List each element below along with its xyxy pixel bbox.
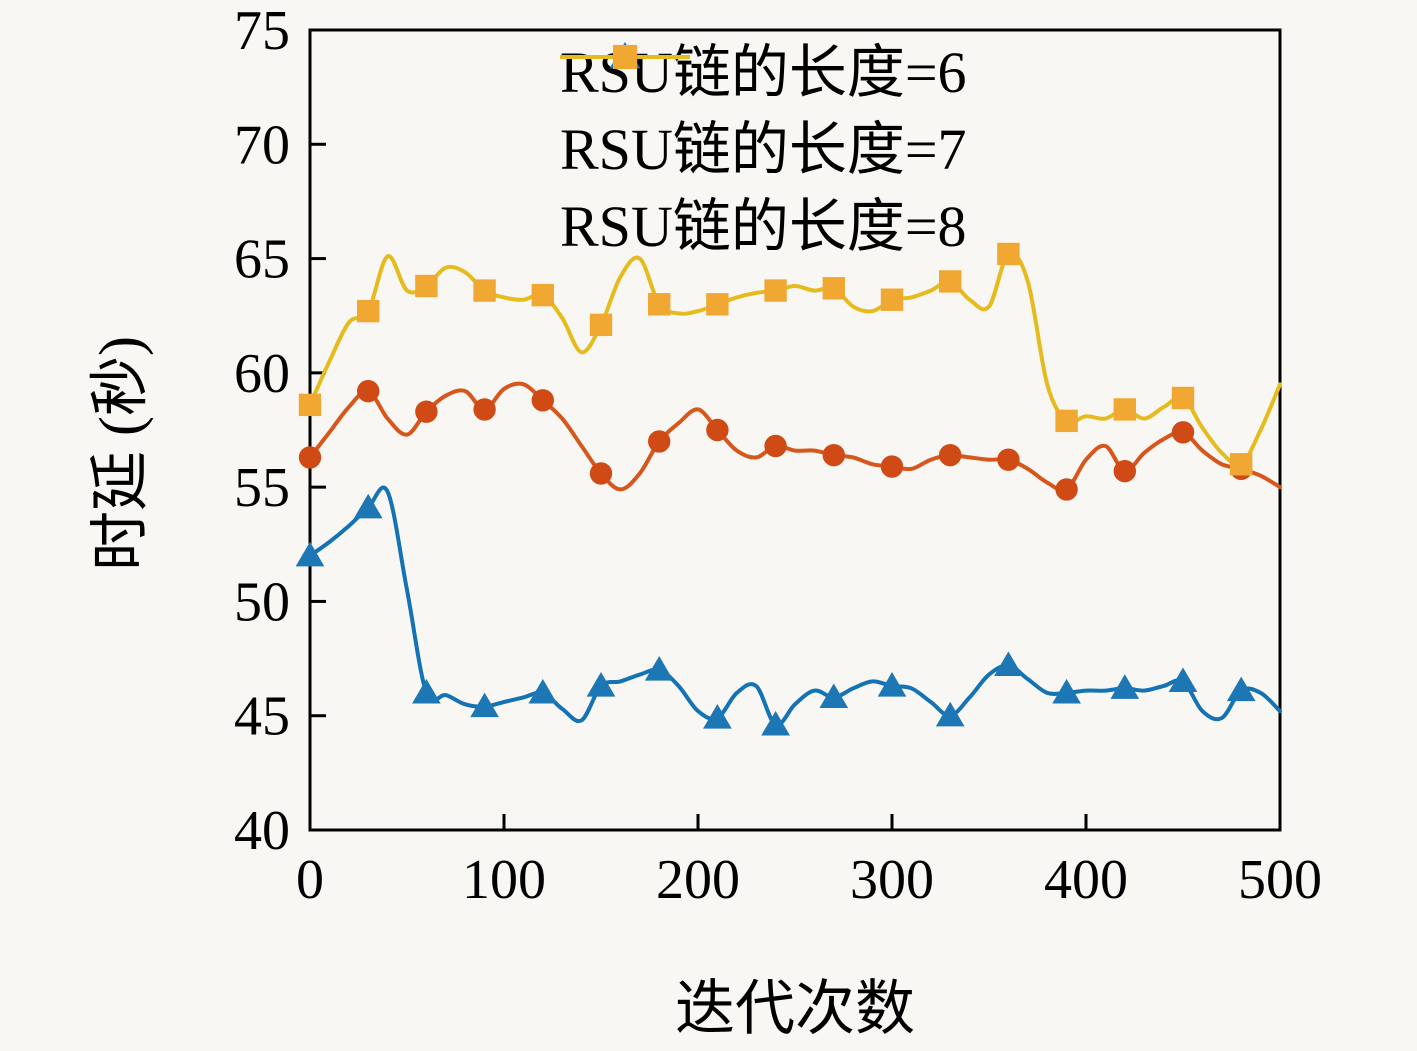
x-tick-label: 500: [1238, 849, 1322, 911]
x-tick-label: 100: [462, 849, 546, 911]
triangle-marker: [703, 704, 732, 729]
series-triangle: [295, 485, 1282, 736]
y-tick-label: 50: [234, 571, 290, 633]
plot-box: [308, 28, 1282, 832]
circle-marker: [1113, 459, 1137, 483]
series-line: [308, 251, 1282, 468]
square-marker: [531, 283, 554, 307]
square-marker: [997, 242, 1020, 266]
square-marker: [1113, 398, 1136, 421]
legend-swatch-icon: [560, 44, 690, 70]
triangle-marker: [528, 678, 558, 704]
triangle-marker: [295, 541, 325, 567]
circle-marker: [1055, 478, 1078, 501]
circle-marker: [589, 462, 613, 485]
legend-label: RSU链的长度=7: [560, 116, 967, 182]
square-marker: [880, 288, 904, 311]
y-tick-label: 65: [234, 229, 290, 291]
circle-marker: [880, 455, 904, 478]
circle-marker: [997, 448, 1020, 471]
square-marker: [939, 270, 962, 293]
x-tick-label: 400: [1044, 849, 1128, 911]
circle-marker: [357, 379, 380, 403]
circle-marker: [648, 430, 671, 453]
square-marker: [357, 299, 380, 323]
triangle-marker: [1168, 667, 1198, 693]
circle-marker: [415, 400, 438, 423]
triangle-marker: [819, 683, 849, 709]
circle-marker: [764, 434, 787, 458]
x-tick-label: 200: [656, 849, 740, 911]
triangle-marker: [586, 672, 616, 697]
x-tick-label: 0: [296, 849, 324, 911]
square-marker: [764, 279, 787, 302]
circle-marker: [822, 443, 845, 467]
y-tick-label: 75: [234, 0, 290, 62]
triangle-marker: [353, 493, 383, 519]
triangle-marker: [1226, 676, 1256, 702]
circle-marker: [298, 446, 322, 469]
triangle-marker: [761, 710, 790, 736]
square-marker: [415, 274, 438, 298]
series-square: [298, 242, 1282, 476]
square-marker: [822, 277, 845, 300]
legend-entry: RSU链的长度=8: [560, 44, 967, 265]
y-tick-label: 70: [234, 114, 290, 176]
y-tick-label: 45: [234, 686, 290, 748]
square-marker: [612, 44, 638, 70]
y-tick-label: 40: [234, 800, 290, 862]
circle-marker: [706, 418, 729, 442]
legend-entry: RSU链的长度=7: [560, 44, 967, 188]
x-tick-label: 300: [850, 849, 934, 911]
square-marker: [648, 293, 671, 316]
triangle-marker: [935, 701, 965, 727]
circle-marker: [939, 443, 962, 467]
circle-marker: [1171, 421, 1195, 444]
triangle-marker: [1052, 678, 1081, 704]
square-marker: [1230, 453, 1253, 476]
y-tick-label: 55: [234, 457, 290, 519]
legend-label: RSU链的长度=8: [560, 193, 967, 259]
circle-marker: [531, 389, 554, 412]
square-marker: [706, 293, 729, 316]
circle-marker: [473, 398, 496, 421]
series-line: [308, 485, 1282, 728]
triangle-marker: [1110, 674, 1140, 699]
triangle-marker: [470, 692, 499, 718]
square-marker: [1171, 386, 1195, 410]
y-tick-label: 60: [234, 343, 290, 405]
triangle-marker: [994, 651, 1023, 677]
legend: RSU链的长度=6 RSU链的长度=7 RSU链的长度=8: [560, 34, 967, 265]
square-marker: [1055, 409, 1078, 433]
square-marker: [298, 393, 322, 417]
square-marker: [589, 313, 613, 337]
triangle-marker: [877, 672, 907, 697]
triangle-marker: [644, 656, 674, 681]
square-marker: [473, 279, 496, 302]
triangle-marker: [412, 678, 441, 704]
